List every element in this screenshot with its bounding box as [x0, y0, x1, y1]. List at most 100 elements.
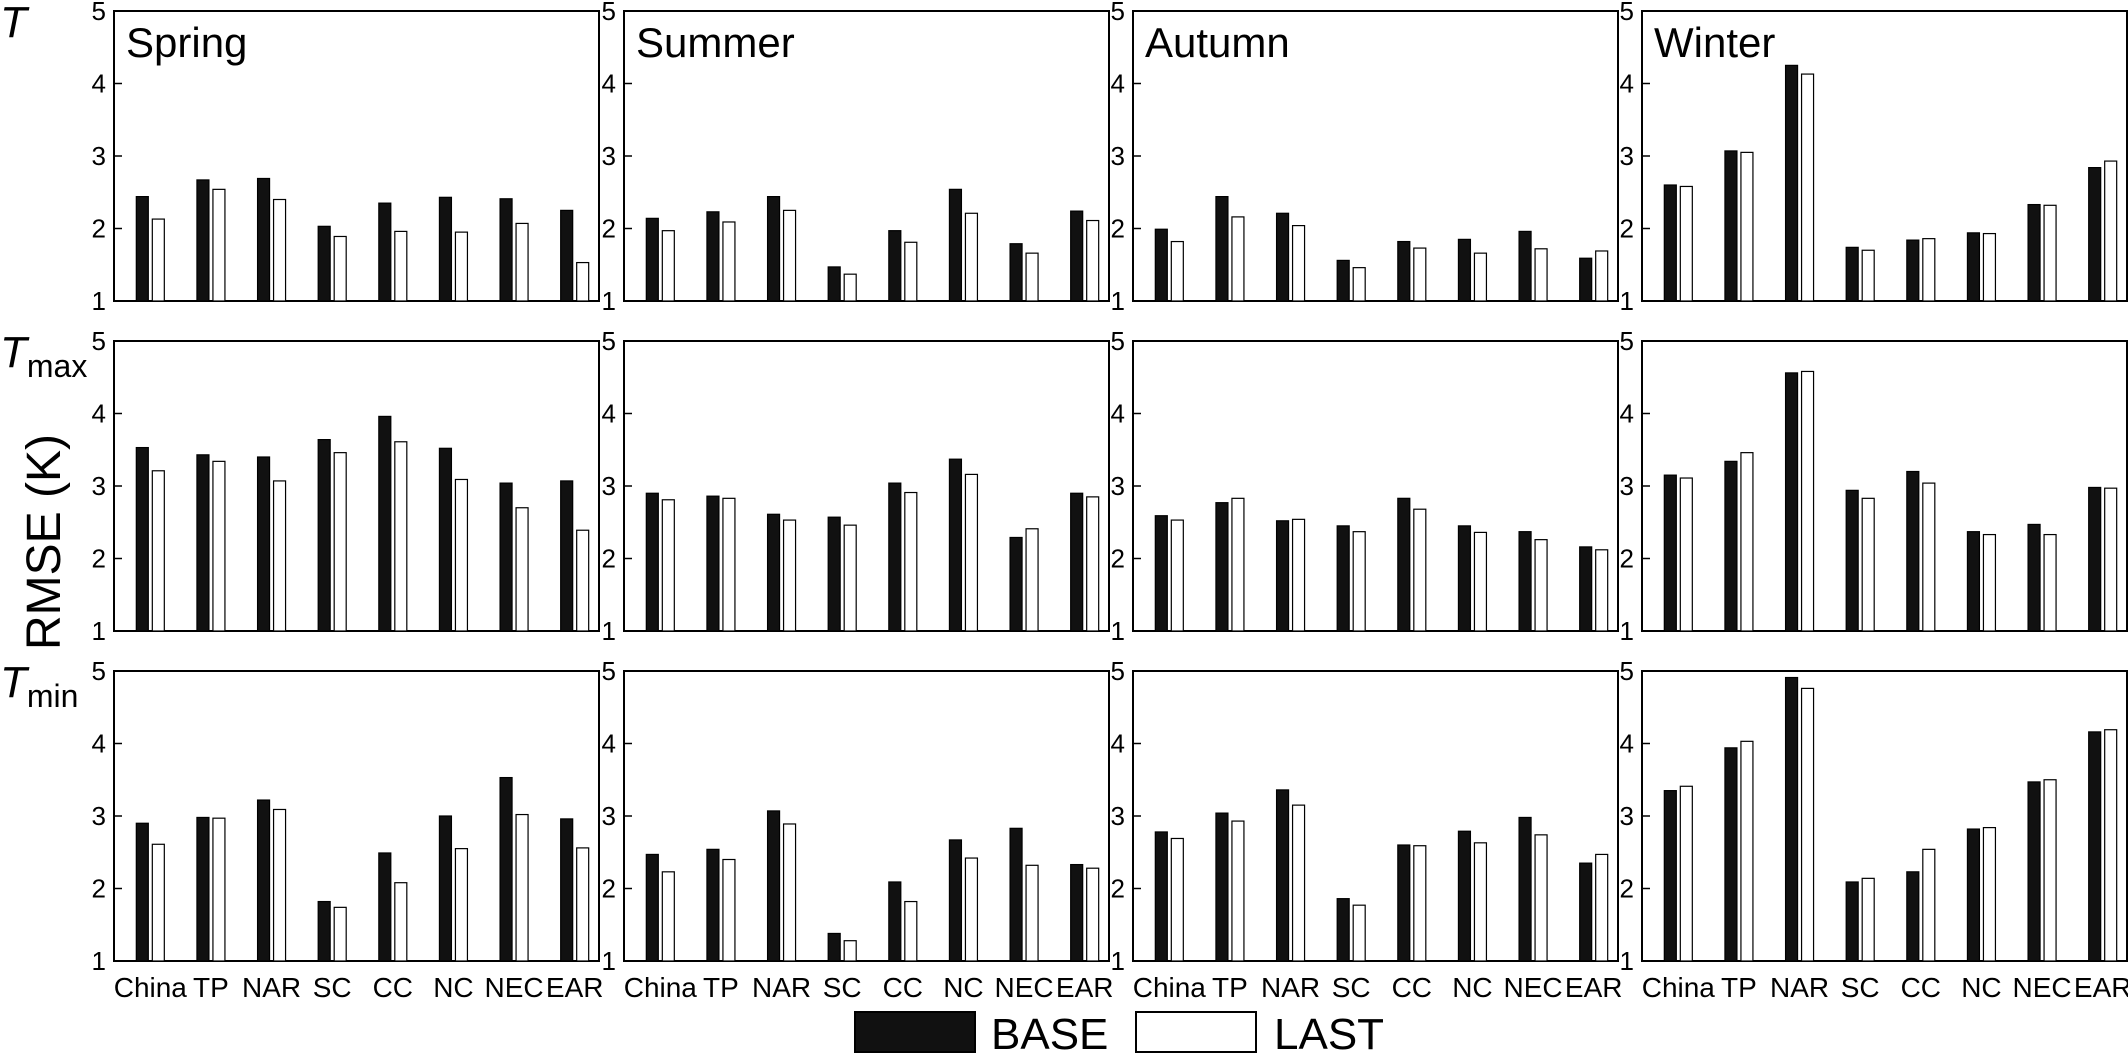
bar-last [722, 497, 736, 632]
bar-base [2027, 523, 2041, 632]
x-tick-label: CC [1392, 972, 1432, 1003]
bar-base [135, 822, 149, 962]
bar-base [1154, 228, 1168, 302]
bar-base [256, 799, 271, 962]
bar-base [1724, 747, 1738, 962]
x-tick-label: EAR [1565, 972, 1623, 1003]
bar-last [1922, 238, 1936, 302]
bar-last [272, 480, 287, 632]
bar-last [782, 823, 797, 962]
x-tick-label: NC [1961, 972, 2001, 1003]
row-label-subscript: min [27, 678, 79, 714]
bar-last [151, 470, 165, 632]
bar-base [645, 217, 659, 302]
x-tick-label: NC [433, 972, 473, 1003]
bar-base [1906, 470, 1920, 632]
bar-base [378, 202, 392, 302]
bar-last [1861, 249, 1875, 302]
chart-panel: 1 2 3 4 5 [1620, 326, 2128, 646]
bar-base [766, 513, 781, 632]
bar-last [2043, 204, 2057, 302]
y-tick-label: 1 [1620, 616, 1634, 646]
bar-last [964, 212, 979, 302]
bar-base [1215, 812, 1229, 962]
bar-base [1336, 259, 1350, 302]
y-tick-label: 2 [602, 544, 616, 574]
bar-base [1397, 497, 1411, 632]
bar-base [1724, 150, 1738, 302]
chart-panel: 1 2 3 4 5 China TP NAR SC CC NC NEC EAR [602, 656, 1114, 1003]
y-tick-label: 5 [92, 656, 106, 686]
bar-last [2104, 160, 2118, 302]
bar-base [1663, 184, 1677, 302]
x-tick-label: NEC [995, 972, 1054, 1003]
y-tick-label: 2 [1111, 874, 1125, 904]
legend-swatch [854, 1011, 976, 1053]
bar-last [1800, 73, 1815, 302]
bar-last [722, 858, 736, 962]
bar-last [272, 808, 287, 962]
x-tick-label: TP [703, 972, 739, 1003]
y-tick-label: 1 [1620, 946, 1634, 976]
y-tick-label: 4 [92, 399, 106, 429]
x-tick-label: TP [1212, 972, 1248, 1003]
legend: BASE LAST [854, 1010, 1384, 1059]
bar-base [1070, 492, 1084, 632]
y-tick-label: 2 [92, 544, 106, 574]
bar-base [317, 225, 331, 302]
bar-base [948, 188, 963, 302]
y-tick-label: 1 [602, 616, 616, 646]
season-title: Summer [636, 19, 795, 66]
bar-base [1518, 230, 1532, 302]
y-tick-label: 5 [1111, 326, 1125, 356]
x-tick-label: CC [1901, 972, 1941, 1003]
bar-base [196, 179, 210, 302]
bar-last [394, 230, 408, 302]
y-tick-label: 1 [602, 946, 616, 976]
y-tick-label: 1 [1111, 946, 1125, 976]
y-tick-label: 4 [1111, 729, 1125, 759]
bar-last [964, 857, 979, 962]
chart-panel: Summer 1 2 3 4 5 [602, 0, 1110, 316]
x-tick-label: NEC [2013, 972, 2072, 1003]
bar-base [256, 456, 271, 632]
bar-last [722, 221, 736, 302]
legend-label: LAST [1274, 1010, 1384, 1059]
bar-base [378, 415, 392, 632]
bar-last [515, 507, 529, 632]
bar-base [706, 211, 720, 302]
bar-last [1800, 687, 1815, 962]
bar-last [1231, 497, 1245, 632]
y-tick-label: 5 [92, 326, 106, 356]
x-tick-label: EAR [2074, 972, 2128, 1003]
chart-panel: 1 2 3 4 5 [92, 326, 600, 646]
bar-last [661, 499, 675, 632]
bar-last [1740, 452, 1754, 632]
x-tick-label: SC [1841, 972, 1880, 1003]
row-label-subscript: max [27, 348, 87, 384]
bar-last [515, 222, 529, 302]
bar-last [1170, 240, 1184, 302]
bar-last [1291, 804, 1306, 962]
y-tick-label: 4 [1111, 69, 1125, 99]
bar-base [1215, 502, 1229, 632]
bar-last [1595, 549, 1609, 632]
bar-base [1966, 232, 1981, 302]
bar-last [1922, 482, 1936, 632]
x-tick-label: NC [943, 972, 983, 1003]
bar-last [454, 848, 469, 962]
bar-base [560, 818, 574, 962]
y-tick-label: 3 [602, 471, 616, 501]
bar-last [576, 529, 590, 632]
bar-last [2043, 533, 2057, 632]
chart-panel: Spring 1 2 3 4 5 [92, 0, 600, 316]
y-tick-label: 1 [1111, 616, 1125, 646]
bar-last [151, 218, 165, 302]
bar-base [1215, 196, 1229, 302]
bar-base [1275, 212, 1290, 302]
bar-last [212, 460, 226, 632]
bar-last [576, 261, 590, 302]
bar-last [151, 843, 165, 962]
bar-base [1154, 515, 1168, 632]
